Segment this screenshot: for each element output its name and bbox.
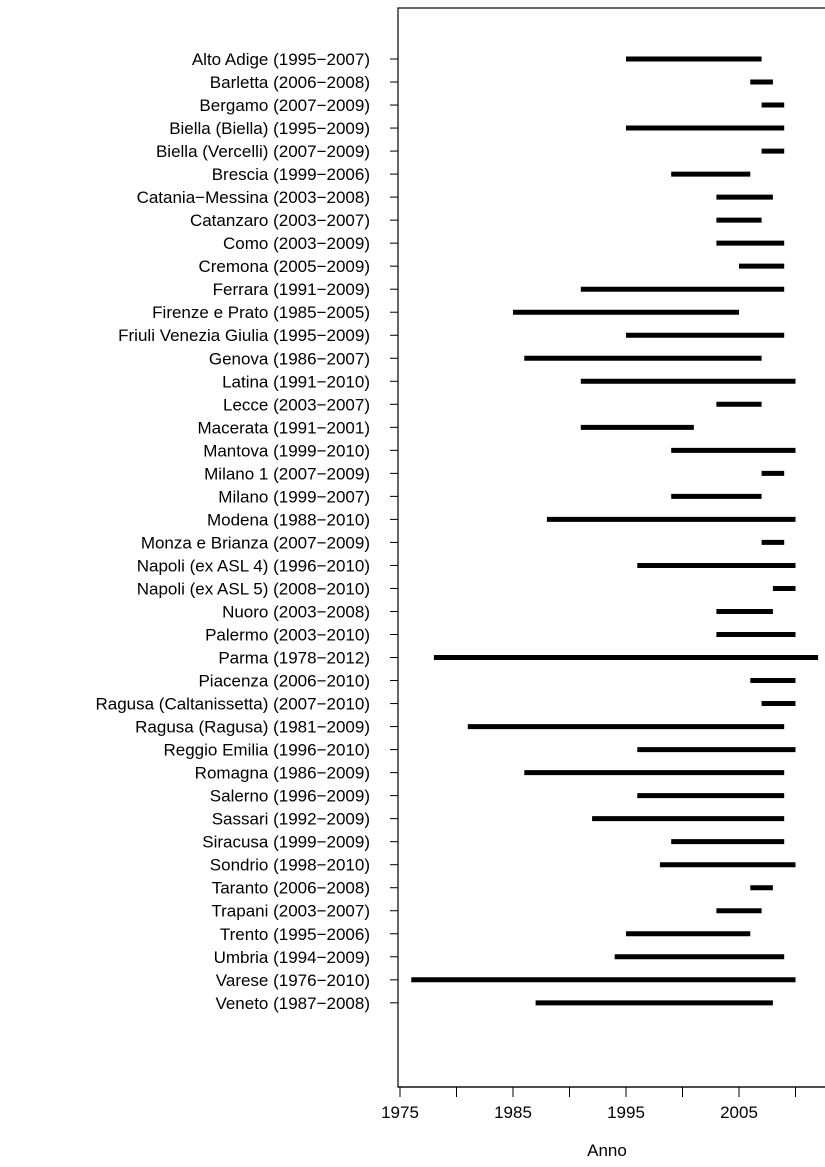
y-tick-label: Bergamo (2007−2009) xyxy=(199,96,370,115)
y-tick-label: Mantova (1999−2010) xyxy=(203,441,370,460)
y-tick-label: Catanzaro (2003−2007) xyxy=(190,211,370,230)
y-tick-label: Genova (1986−2007) xyxy=(209,349,370,368)
y-axis: Alto Adige (1995−2007) Barletta (2006−200… xyxy=(95,50,398,1013)
y-tick-label: Friuli Venezia Giulia (1995−2009) xyxy=(118,326,370,345)
y-tick-label: Sassari (1992−2009) xyxy=(212,810,370,829)
y-tick-label: Trapani (2003−2007) xyxy=(211,902,370,921)
y-tick-label: Nuoro (2003−2008) xyxy=(222,602,370,621)
plot-frame xyxy=(397,7,825,1088)
y-tick-label: Napoli (ex ASL 5) (2008−2010) xyxy=(137,579,370,598)
y-tick-label: Alto Adige (1995−2007) xyxy=(192,50,370,69)
x-axis: 1975 1985 1995 2005 xyxy=(381,1086,825,1122)
x-axis-label: Anno xyxy=(587,1141,627,1160)
y-tick-label: Biella (Biella) (1995−2009) xyxy=(169,119,370,138)
y-tick-label: Sondrio (1998−2010) xyxy=(210,856,370,875)
y-tick-label: Latina (1991−2010) xyxy=(222,372,370,391)
y-tick-label: Ragusa (Caltanissetta) (2007−2010) xyxy=(95,695,370,714)
y-tick-label: Milano 1 (2007−2009) xyxy=(204,464,370,483)
y-tick-label: Salerno (1996−2009) xyxy=(210,787,370,806)
x-tick-label: 1975 xyxy=(381,1103,419,1122)
y-tick-label: Barletta (2006−2008) xyxy=(210,73,370,92)
y-tick-label: Varese (1976−2010) xyxy=(216,971,370,990)
y-tick-label: Romagna (1986−2009) xyxy=(195,764,370,783)
y-tick-label: Siracusa (1999−2009) xyxy=(202,833,370,852)
y-tick-label: Ragusa (Ragusa) (1981−2009) xyxy=(135,718,370,737)
y-tick-label: Reggio Emilia (1996−2010) xyxy=(164,741,371,760)
y-tick-label: Cremona (2005−2009) xyxy=(198,257,370,276)
y-tick-label: Milano (1999−2007) xyxy=(218,487,370,506)
bars xyxy=(411,56,819,1006)
y-tick-label: Brescia (1999−2006) xyxy=(212,165,370,184)
y-tick-label: Modena (1988−2010) xyxy=(207,510,370,529)
y-tick-label: Trento (1995−2006) xyxy=(220,925,370,944)
y-tick-label: Napoli (ex ASL 4) (1996−2010) xyxy=(137,556,370,575)
x-tick-label: 1985 xyxy=(494,1103,532,1122)
y-tick-label: Veneto (1987−2008) xyxy=(215,994,370,1013)
y-tick-label: Parma (1978−2012) xyxy=(218,649,370,668)
y-tick-label: Como (2003−2009) xyxy=(223,234,370,253)
y-tick-label: Firenze e Prato (1985−2005) xyxy=(152,303,370,322)
y-tick-label: Umbria (1994−2009) xyxy=(214,948,370,967)
x-tick-label: 1995 xyxy=(607,1103,645,1122)
x-tick-label: 2005 xyxy=(720,1103,758,1122)
y-tick-label: Macerata (1991−2001) xyxy=(198,418,370,437)
y-tick-label: Piacenza (2006−2010) xyxy=(198,672,370,691)
y-tick-label: Monza e Brianza (2007−2009) xyxy=(141,533,370,552)
y-tick-label: Catania−Messina (2003−2008) xyxy=(137,188,370,207)
y-tick-label: Ferrara (1991−2009) xyxy=(213,280,370,299)
y-tick-label: Taranto (2006−2008) xyxy=(212,879,370,898)
y-tick-label: Lecce (2003−2007) xyxy=(223,395,370,414)
y-tick-label: Palermo (2003−2010) xyxy=(205,626,370,645)
y-tick-label: Biella (Vercelli) (2007−2009) xyxy=(156,142,370,161)
